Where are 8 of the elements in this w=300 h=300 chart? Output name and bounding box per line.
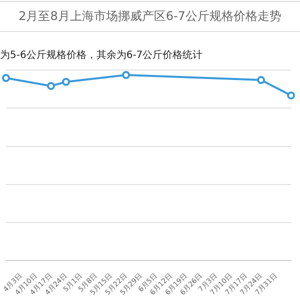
chart-title: 2月至8月上海市场挪威产区6-7公斤规格价格走势	[0, 1, 300, 32]
point	[287, 91, 296, 100]
point	[62, 78, 70, 86]
point	[47, 82, 56, 90]
point	[122, 71, 130, 80]
point	[257, 76, 266, 84]
chart-subtitle: 为5-6公斤规格价格，其余为6-7公斤价格统计	[0, 48, 203, 62]
point	[2, 74, 10, 82]
